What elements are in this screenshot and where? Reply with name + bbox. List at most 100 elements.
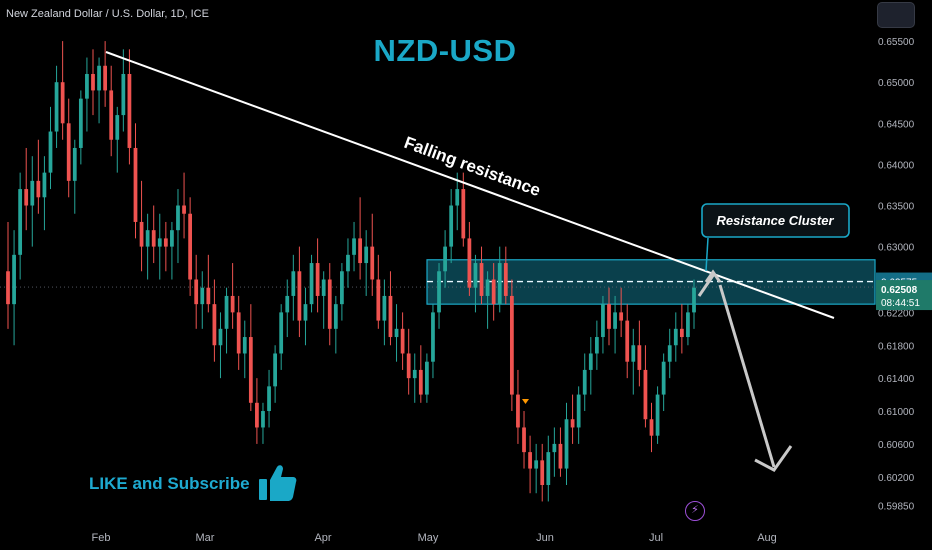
candle <box>552 443 557 453</box>
candle <box>54 82 59 132</box>
candle <box>145 230 150 247</box>
candle <box>546 452 551 486</box>
candle <box>619 312 624 321</box>
candle <box>528 452 532 469</box>
candle <box>30 180 35 206</box>
candle <box>236 312 241 354</box>
candle <box>48 131 53 173</box>
price-tick-label: 0.61800 <box>878 341 915 352</box>
candle <box>97 65 101 91</box>
candle <box>291 271 296 296</box>
candle <box>473 263 478 288</box>
month-tick-label: Mar <box>196 532 215 544</box>
candle <box>248 337 253 403</box>
current-price-tag <box>876 280 932 311</box>
lightning-icon[interactable]: ⚡ <box>685 501 705 521</box>
candle <box>576 394 581 428</box>
price-tick-label: 0.65500 <box>878 37 915 48</box>
candle <box>279 312 284 354</box>
candle <box>321 279 326 296</box>
candle <box>333 304 338 329</box>
candle <box>418 369 423 395</box>
candle <box>364 246 369 264</box>
candle <box>85 73 89 99</box>
candle <box>412 369 417 379</box>
candle <box>625 320 630 362</box>
candle <box>261 411 265 428</box>
candle <box>24 189 29 206</box>
candle <box>479 263 484 296</box>
trendline-label: Falling resistance <box>402 133 543 200</box>
projection-arrow-up <box>697 273 716 297</box>
price-tick-label: 0.60600 <box>878 440 915 451</box>
candle <box>91 73 95 91</box>
projection-arrow-down <box>718 284 776 468</box>
candle <box>370 246 375 280</box>
price-tick-label: 0.61400 <box>878 374 915 385</box>
candle <box>673 328 678 346</box>
candle <box>66 123 71 181</box>
candle <box>588 353 593 370</box>
candle <box>570 419 575 428</box>
candle <box>485 279 490 296</box>
month-tick-label: Feb <box>92 532 111 544</box>
candle <box>564 419 569 469</box>
candle <box>340 271 344 305</box>
candle <box>133 147 138 222</box>
current-price-label: 0.62508 <box>881 285 918 296</box>
candle <box>212 304 217 346</box>
candle <box>406 353 411 379</box>
candle <box>170 230 174 247</box>
thumbs-up-icon <box>259 465 297 501</box>
candle <box>443 246 447 272</box>
candle <box>194 279 199 305</box>
candle <box>503 263 508 296</box>
candle <box>667 345 672 362</box>
candle <box>582 369 587 395</box>
candle <box>449 205 454 247</box>
candle <box>382 295 387 321</box>
price-tick-label: 0.62200 <box>878 308 915 319</box>
candle <box>200 287 205 305</box>
candle <box>497 263 502 305</box>
candle <box>176 205 180 231</box>
candle <box>613 312 617 329</box>
like-subscribe-text: LIKE and Subscribe <box>89 474 250 493</box>
candle <box>516 394 520 428</box>
candle <box>242 337 247 354</box>
candle <box>461 189 466 239</box>
menu-button[interactable] <box>877 2 915 28</box>
candle <box>455 189 460 206</box>
projection-arrowhead-down <box>754 445 793 472</box>
price-tick-label: 0.64500 <box>878 119 915 130</box>
candle <box>267 386 271 412</box>
candle <box>273 353 277 387</box>
price-tick-label: 0.59850 <box>878 502 915 513</box>
candle <box>188 213 193 280</box>
candle <box>388 295 393 338</box>
candle <box>309 263 314 305</box>
candle <box>327 279 332 329</box>
candle <box>139 221 144 247</box>
month-tick-label: Aug <box>757 532 777 544</box>
month-tick-label: Jul <box>649 532 663 544</box>
candle <box>315 263 320 296</box>
candle <box>297 271 302 321</box>
candle <box>303 304 308 321</box>
candle <box>607 304 611 329</box>
candle <box>540 460 545 486</box>
candle <box>182 205 186 214</box>
candle <box>637 345 642 370</box>
symbol-label: New Zealand Dollar / U.S. Dollar, 1D, IC… <box>6 8 209 20</box>
candle <box>109 90 114 140</box>
candle <box>346 254 350 272</box>
candle <box>631 345 636 362</box>
candle <box>12 254 16 305</box>
price-tick-label: 0.63500 <box>878 202 915 213</box>
candle <box>127 73 132 148</box>
resistance-cluster-callout <box>701 203 850 238</box>
candle <box>522 427 526 453</box>
countdown-label: 08:44:51 <box>881 298 920 309</box>
